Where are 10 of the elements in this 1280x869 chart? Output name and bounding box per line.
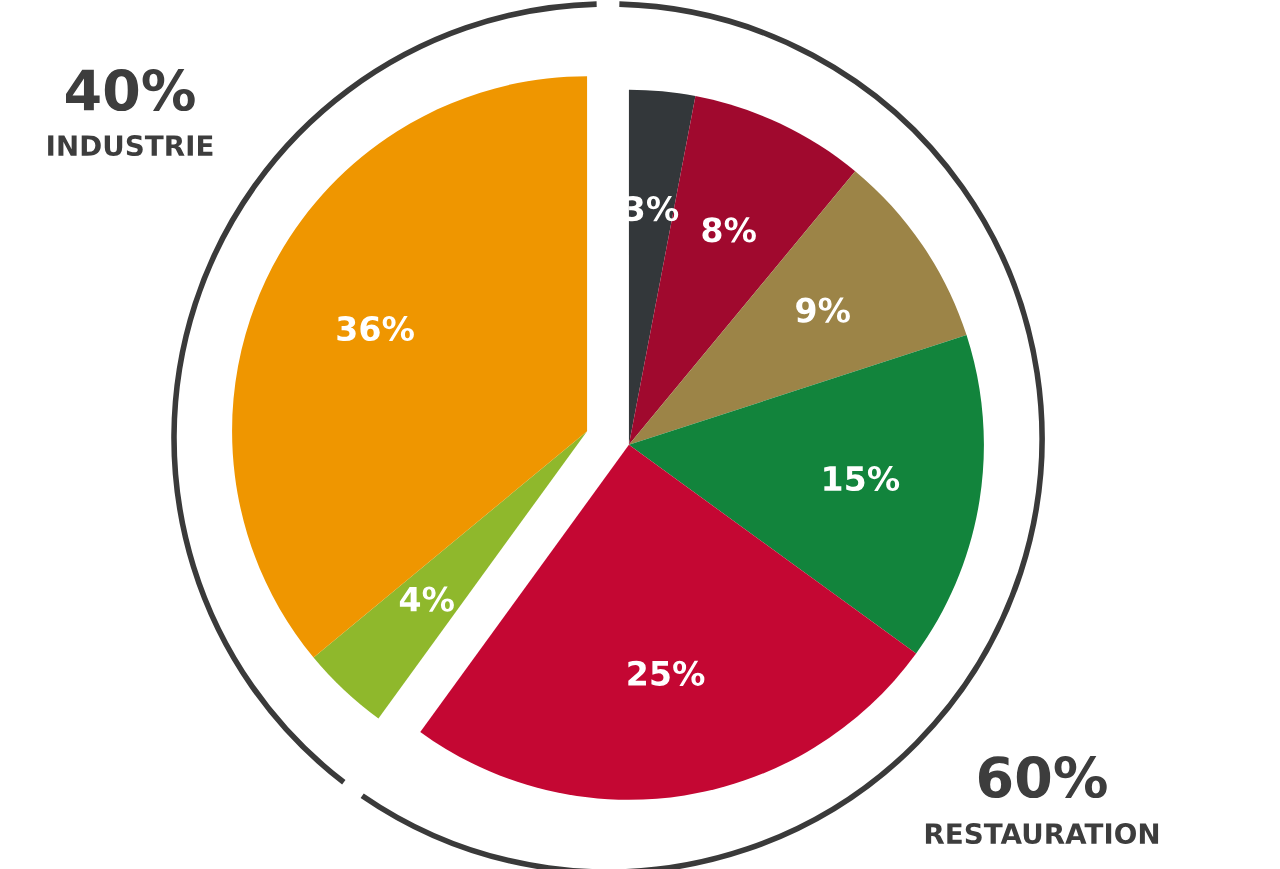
text: 40% [66, 69, 195, 112]
text: RESTAURATION [925, 823, 1159, 845]
data-label: 4% [399, 586, 454, 612]
text: INDUSTRIE [48, 135, 213, 157]
data-label: 15% [824, 465, 900, 492]
text: 60% [978, 756, 1107, 799]
data-label: 36% [337, 315, 414, 342]
data-label: 8% [702, 217, 756, 243]
data-label: 25% [628, 660, 705, 686]
data-label: 9% [796, 297, 850, 323]
